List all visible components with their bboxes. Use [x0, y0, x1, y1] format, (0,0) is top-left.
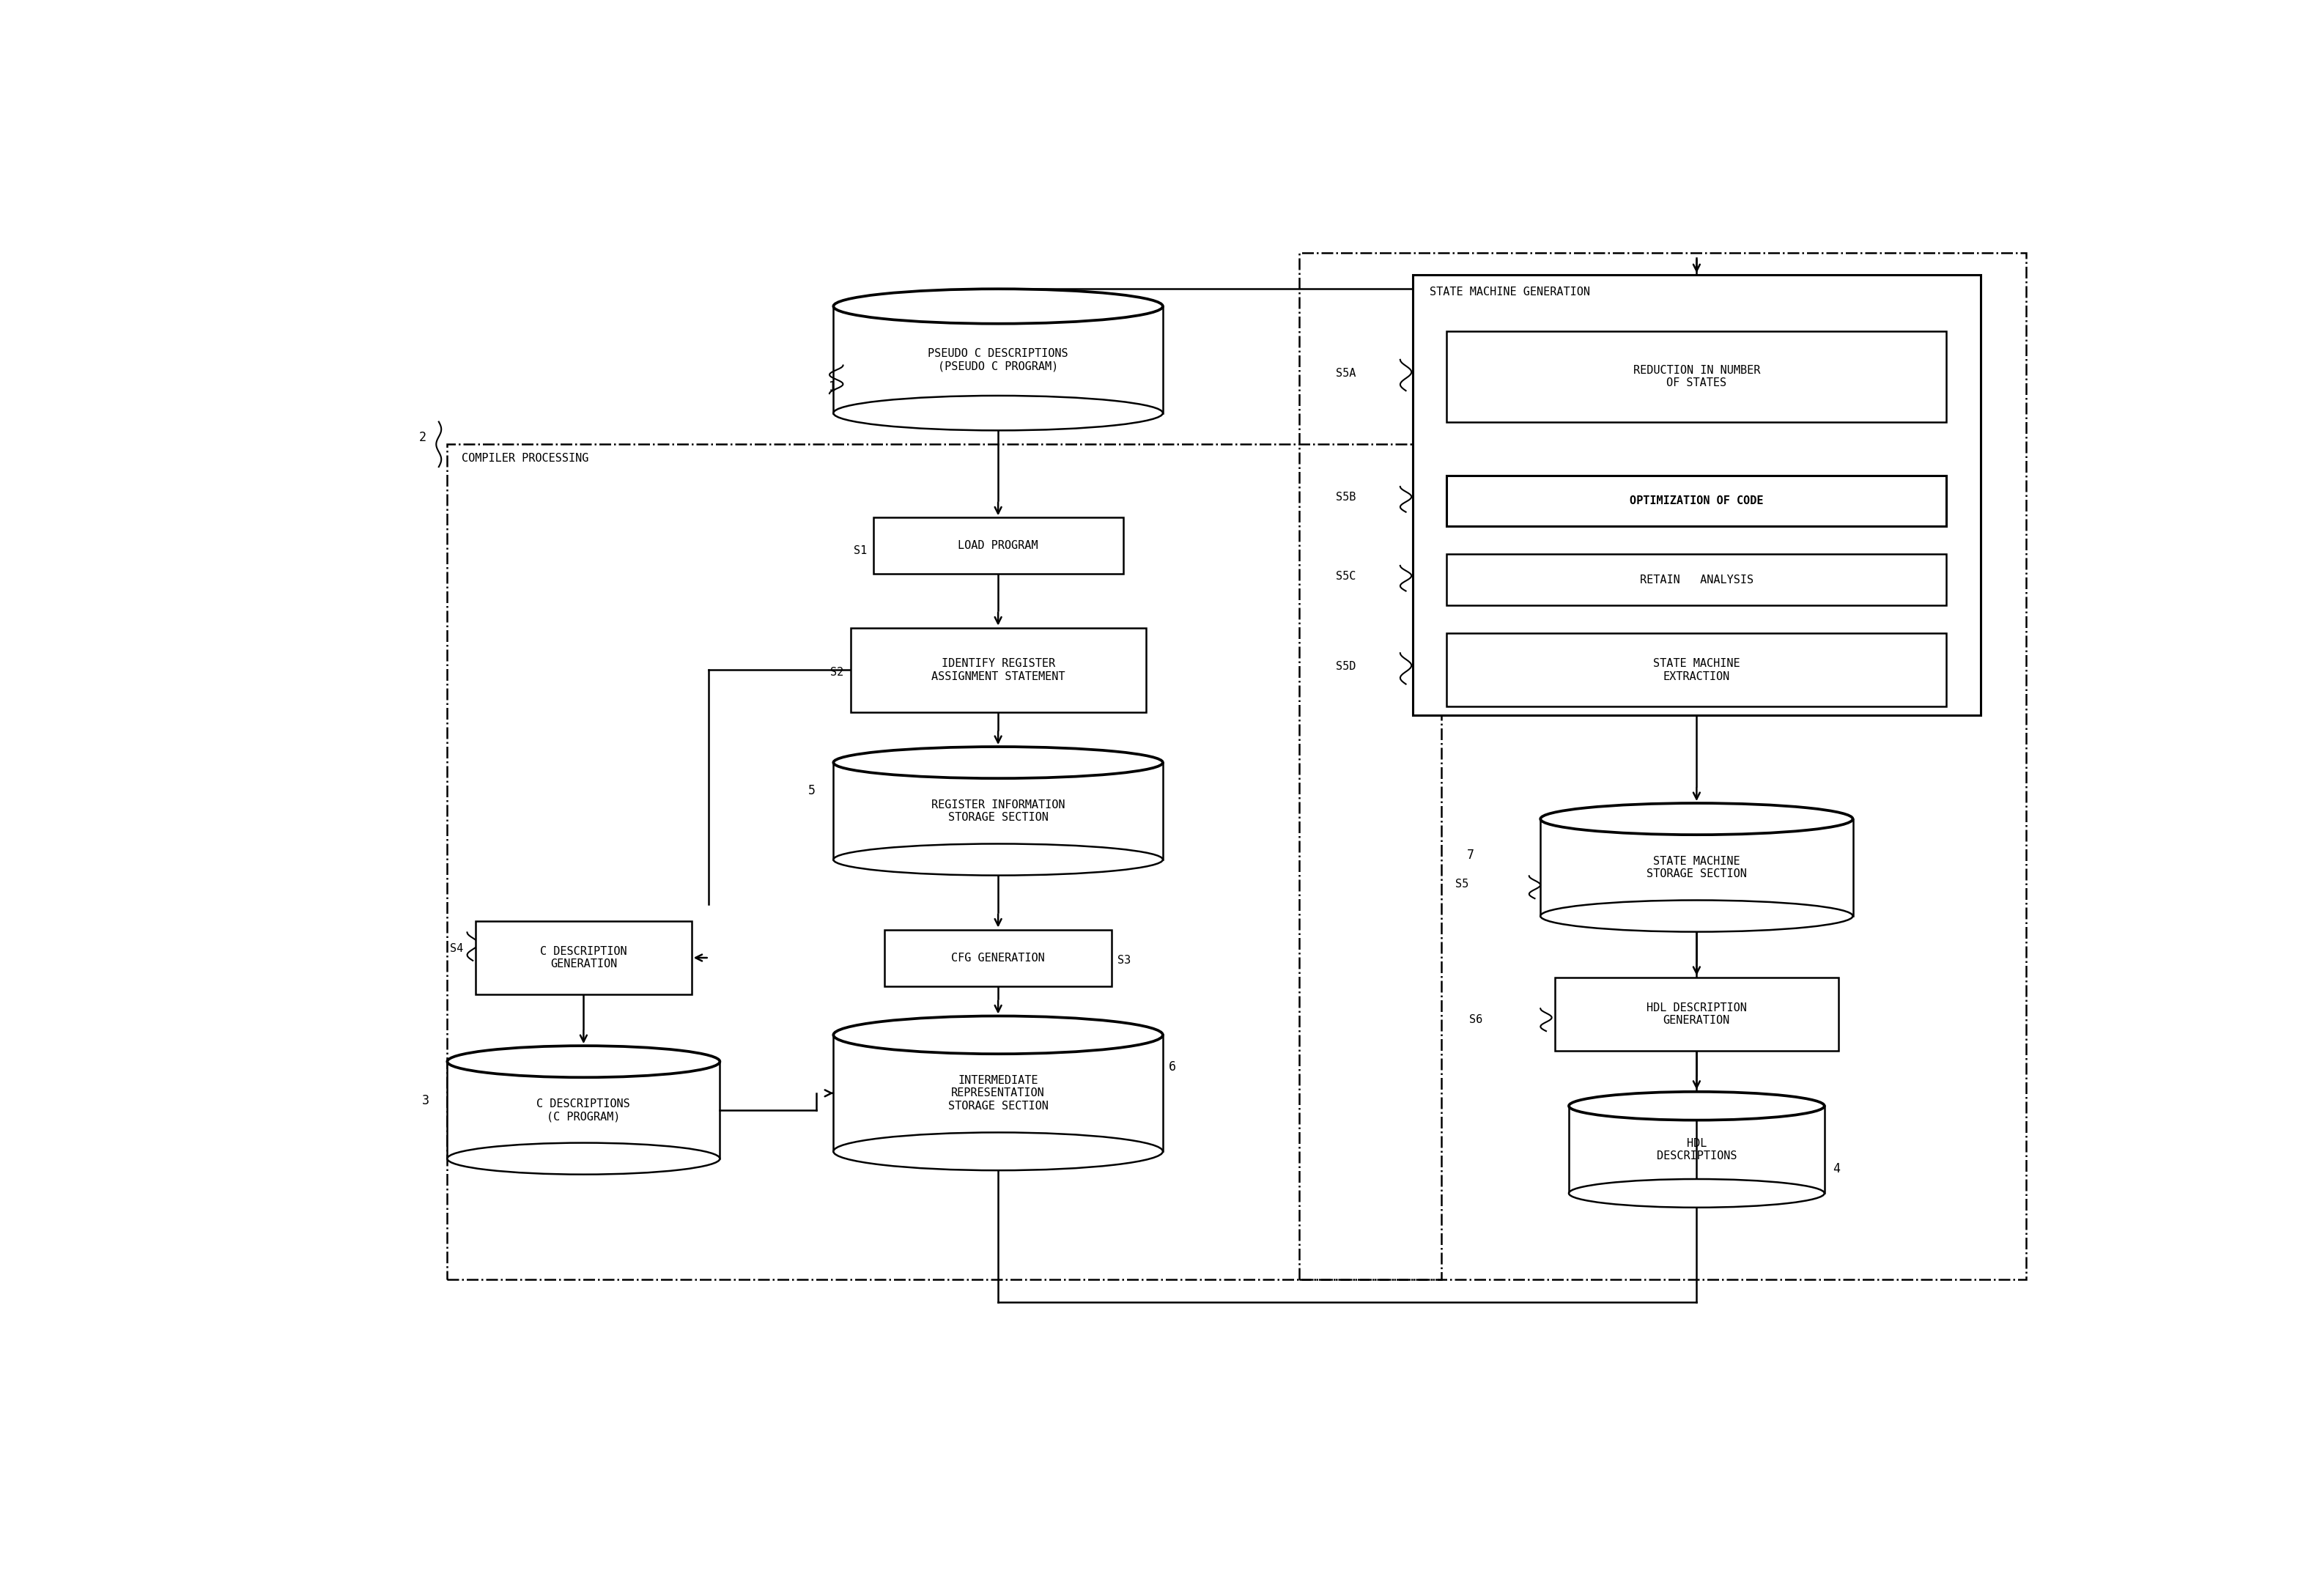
Polygon shape: [1568, 1106, 1824, 1194]
Text: INTERMEDIATE
REPRESENTATION
STORAGE SECTION: INTERMEDIATE REPRESENTATION STORAGE SECT…: [948, 1076, 1049, 1111]
Polygon shape: [832, 306, 1162, 413]
Polygon shape: [832, 1034, 1162, 1151]
Text: 5: 5: [807, 784, 816, 796]
Text: 7: 7: [1467, 849, 1474, 862]
Text: COMPILER PROCESSING: COMPILER PROCESSING: [461, 453, 588, 464]
Text: S1: S1: [853, 546, 867, 557]
Text: S5: S5: [1455, 878, 1469, 889]
FancyBboxPatch shape: [1554, 977, 1838, 1050]
Text: 1: 1: [828, 380, 835, 394]
Ellipse shape: [832, 289, 1162, 324]
FancyBboxPatch shape: [1414, 275, 1981, 715]
Ellipse shape: [1568, 1179, 1824, 1208]
Text: 4: 4: [1833, 1162, 1840, 1175]
Text: 3: 3: [422, 1095, 429, 1108]
Text: S5A: S5A: [1335, 367, 1356, 378]
Text: RETAIN   ANALYSIS: RETAIN ANALYSIS: [1640, 575, 1753, 586]
FancyBboxPatch shape: [1446, 476, 1946, 527]
FancyBboxPatch shape: [475, 921, 692, 994]
Ellipse shape: [832, 1017, 1162, 1053]
Text: S5D: S5D: [1335, 661, 1356, 672]
Polygon shape: [832, 763, 1162, 860]
Text: PSEUDO C DESCRIPTIONS
(PSEUDO C PROGRAM): PSEUDO C DESCRIPTIONS (PSEUDO C PROGRAM): [927, 348, 1068, 372]
Text: S3: S3: [1118, 954, 1130, 966]
Text: CFG GENERATION: CFG GENERATION: [952, 953, 1045, 964]
Ellipse shape: [1568, 1092, 1824, 1120]
Text: STATE MACHINE
STORAGE SECTION: STATE MACHINE STORAGE SECTION: [1646, 855, 1746, 879]
Text: C DESCRIPTION
GENERATION: C DESCRIPTION GENERATION: [540, 946, 627, 970]
Text: REDUCTION IN NUMBER
OF STATES: REDUCTION IN NUMBER OF STATES: [1633, 365, 1759, 388]
Ellipse shape: [832, 747, 1162, 779]
Ellipse shape: [1540, 803, 1852, 835]
Text: HDL
DESCRIPTIONS: HDL DESCRIPTIONS: [1656, 1138, 1736, 1162]
FancyBboxPatch shape: [886, 929, 1111, 986]
Text: S5B: S5B: [1335, 492, 1356, 503]
Text: S4: S4: [450, 943, 464, 954]
Text: S6: S6: [1469, 1013, 1483, 1025]
Text: STATE MACHINE GENERATION: STATE MACHINE GENERATION: [1430, 287, 1591, 297]
FancyBboxPatch shape: [1446, 634, 1946, 707]
FancyBboxPatch shape: [874, 517, 1123, 575]
FancyBboxPatch shape: [1446, 554, 1946, 605]
Polygon shape: [447, 1061, 719, 1159]
Text: 2: 2: [420, 431, 427, 444]
Ellipse shape: [447, 1143, 719, 1175]
Polygon shape: [1540, 819, 1852, 916]
Ellipse shape: [832, 1133, 1162, 1170]
Ellipse shape: [1540, 900, 1852, 932]
FancyBboxPatch shape: [851, 627, 1146, 712]
Text: S5C: S5C: [1335, 571, 1356, 583]
Ellipse shape: [832, 844, 1162, 875]
Text: HDL DESCRIPTION
GENERATION: HDL DESCRIPTION GENERATION: [1646, 1002, 1746, 1026]
Text: STATE MACHINE
EXTRACTION: STATE MACHINE EXTRACTION: [1653, 658, 1741, 681]
Text: IDENTIFY REGISTER
ASSIGNMENT STATEMENT: IDENTIFY REGISTER ASSIGNMENT STATEMENT: [932, 658, 1065, 681]
Text: S2: S2: [830, 667, 844, 678]
Text: OPTIMIZATION OF CODE: OPTIMIZATION OF CODE: [1630, 495, 1764, 506]
Text: REGISTER INFORMATION
STORAGE SECTION: REGISTER INFORMATION STORAGE SECTION: [932, 800, 1065, 824]
Text: C DESCRIPTIONS
(C PROGRAM): C DESCRIPTIONS (C PROGRAM): [537, 1098, 630, 1122]
Text: LOAD PROGRAM: LOAD PROGRAM: [957, 541, 1038, 551]
Ellipse shape: [447, 1045, 719, 1077]
Text: 6: 6: [1169, 1060, 1176, 1074]
FancyBboxPatch shape: [1446, 332, 1946, 421]
Ellipse shape: [832, 396, 1162, 431]
